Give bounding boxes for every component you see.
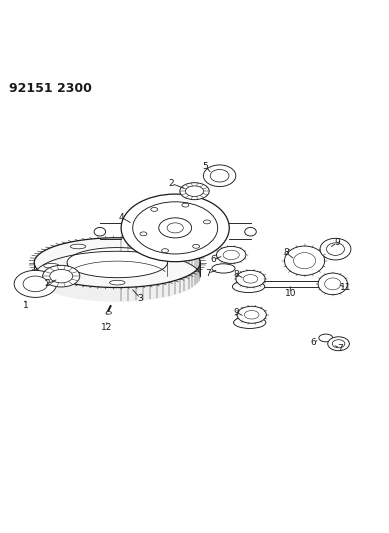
Ellipse shape: [94, 228, 106, 236]
Ellipse shape: [332, 340, 345, 348]
Ellipse shape: [232, 281, 265, 293]
Text: 4: 4: [118, 213, 124, 222]
Polygon shape: [34, 238, 200, 287]
Ellipse shape: [203, 220, 210, 224]
Ellipse shape: [284, 246, 325, 276]
Text: 92151 2300: 92151 2300: [9, 82, 92, 95]
Ellipse shape: [167, 223, 183, 233]
Ellipse shape: [186, 186, 203, 197]
Ellipse shape: [14, 270, 57, 297]
Ellipse shape: [321, 280, 328, 287]
Ellipse shape: [326, 243, 344, 255]
Text: 1: 1: [23, 301, 29, 310]
Text: 2: 2: [168, 179, 174, 188]
Ellipse shape: [44, 263, 59, 268]
Polygon shape: [34, 251, 200, 301]
Ellipse shape: [233, 317, 266, 328]
Text: 3: 3: [138, 294, 143, 303]
Ellipse shape: [149, 244, 164, 249]
Ellipse shape: [70, 244, 86, 249]
Ellipse shape: [43, 265, 80, 287]
Text: 5: 5: [202, 161, 208, 171]
Ellipse shape: [133, 202, 218, 254]
Text: 7: 7: [205, 269, 211, 278]
Ellipse shape: [236, 270, 265, 287]
Ellipse shape: [217, 246, 246, 263]
Ellipse shape: [182, 203, 189, 207]
Text: 12: 12: [101, 323, 112, 332]
Text: 8: 8: [233, 270, 239, 279]
Ellipse shape: [110, 280, 125, 285]
Ellipse shape: [318, 273, 347, 295]
Ellipse shape: [140, 232, 147, 236]
Ellipse shape: [328, 337, 349, 351]
Text: 9: 9: [233, 308, 239, 317]
Text: 11: 11: [340, 283, 352, 292]
Ellipse shape: [319, 334, 333, 342]
Ellipse shape: [23, 276, 48, 292]
Ellipse shape: [203, 165, 236, 187]
Ellipse shape: [325, 278, 341, 290]
Ellipse shape: [161, 249, 168, 253]
Ellipse shape: [244, 311, 259, 319]
Ellipse shape: [320, 238, 351, 260]
Ellipse shape: [237, 306, 266, 324]
Text: 9: 9: [335, 238, 340, 247]
Polygon shape: [67, 247, 167, 278]
Text: 10: 10: [284, 289, 296, 298]
Text: 8: 8: [284, 248, 289, 257]
Ellipse shape: [193, 245, 200, 248]
Ellipse shape: [245, 228, 256, 236]
Ellipse shape: [223, 250, 239, 260]
Ellipse shape: [106, 311, 112, 314]
Ellipse shape: [50, 270, 73, 283]
Ellipse shape: [243, 274, 258, 283]
Ellipse shape: [151, 207, 158, 212]
Text: 6: 6: [210, 255, 216, 264]
Text: 7: 7: [338, 344, 343, 353]
Ellipse shape: [294, 253, 315, 269]
Ellipse shape: [121, 194, 229, 262]
Ellipse shape: [210, 169, 229, 182]
Text: 6: 6: [310, 338, 316, 348]
Ellipse shape: [159, 218, 192, 238]
Ellipse shape: [180, 183, 209, 200]
Text: 2: 2: [44, 279, 50, 288]
Ellipse shape: [212, 264, 235, 273]
